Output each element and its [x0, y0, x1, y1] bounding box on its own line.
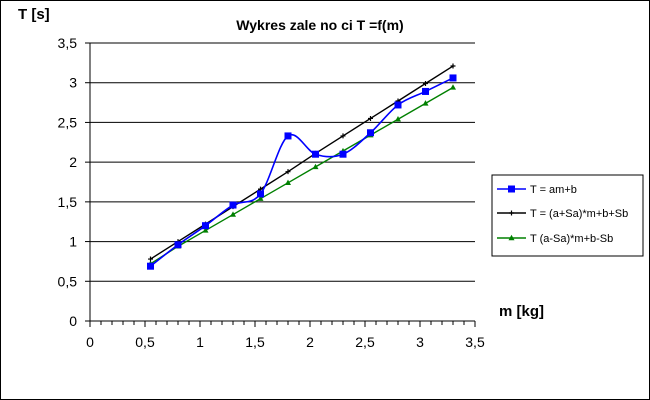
series-2-point: [148, 256, 153, 262]
series-3-point: [285, 179, 291, 185]
legend-label-1: T = am+b: [530, 184, 577, 196]
series-3-point: [230, 211, 236, 217]
x-tick-label: 2: [306, 334, 314, 350]
chart-title: Wykres zale no ci T =f(m): [236, 17, 403, 33]
y-tick-label: 0: [69, 313, 77, 329]
series-2-point: [423, 81, 428, 87]
y-tick-label: 2: [69, 154, 77, 170]
x-axis-label: m [kg]: [499, 303, 544, 320]
series-2-point: [450, 63, 456, 69]
series-1-point: [202, 222, 209, 230]
y-axis-label: T [s]: [18, 6, 50, 23]
legend-marker-1: [508, 185, 515, 193]
series-1-point: [394, 101, 402, 109]
series-3-point: [422, 100, 429, 106]
series-1-point: [284, 132, 292, 140]
series-3-point: [395, 116, 401, 122]
series-line-3: [150, 86, 454, 265]
y-tick-label: 1,5: [58, 194, 78, 210]
legend: T = am+b T = (a+Sa)*m+b+Sb T (a-Sa)*m+b-Sb: [491, 174, 644, 257]
series-3-point: [312, 163, 319, 170]
series-3-point: [450, 84, 456, 90]
series-1-point: [312, 150, 319, 158]
x-tick-label: 0,5: [135, 334, 155, 350]
y-tick-label: 3: [69, 75, 77, 91]
series-1-point: [257, 190, 264, 198]
series-1-point: [174, 241, 182, 249]
series-2-point: [285, 169, 291, 175]
series-1-point: [449, 74, 457, 82]
x-tick-label: 2,5: [355, 334, 375, 350]
x-tick-label: 3: [416, 334, 424, 350]
series-2-point: [340, 133, 346, 139]
series-3-point: [257, 195, 264, 201]
x-tick-label: 1: [196, 334, 204, 350]
y-tick-label: 3,5: [58, 35, 78, 51]
y-tick-label: 0,5: [58, 273, 78, 289]
legend-label-2: T = (a+Sa)*m+b+Sb: [530, 208, 628, 220]
series-1-point: [339, 150, 347, 158]
plot-area: 0 0,5 1 1,5 2 2,5 3 3,5 0 0,5 1 1,5 2 2,5 3 3,5: [58, 35, 485, 350]
legend-label-3: T (a-Sa)*m+b-Sb: [530, 233, 613, 245]
series-1-point: [367, 129, 374, 137]
series-2-point: [368, 115, 373, 121]
series-1-point: [147, 262, 154, 270]
y-tick-label: 2,5: [58, 114, 78, 130]
x-tick-label: 3,5: [465, 334, 485, 350]
series-1-point: [422, 87, 429, 95]
legend-marker-3: [508, 234, 515, 241]
x-tick-label: 1,5: [245, 334, 265, 350]
x-tick-label: 0: [86, 334, 94, 350]
series-3-point: [202, 227, 209, 233]
series-1-point: [229, 201, 237, 209]
y-tick-label: 1: [69, 234, 77, 250]
legend-marker-2: [509, 210, 514, 216]
series-line-2: [150, 65, 454, 260]
